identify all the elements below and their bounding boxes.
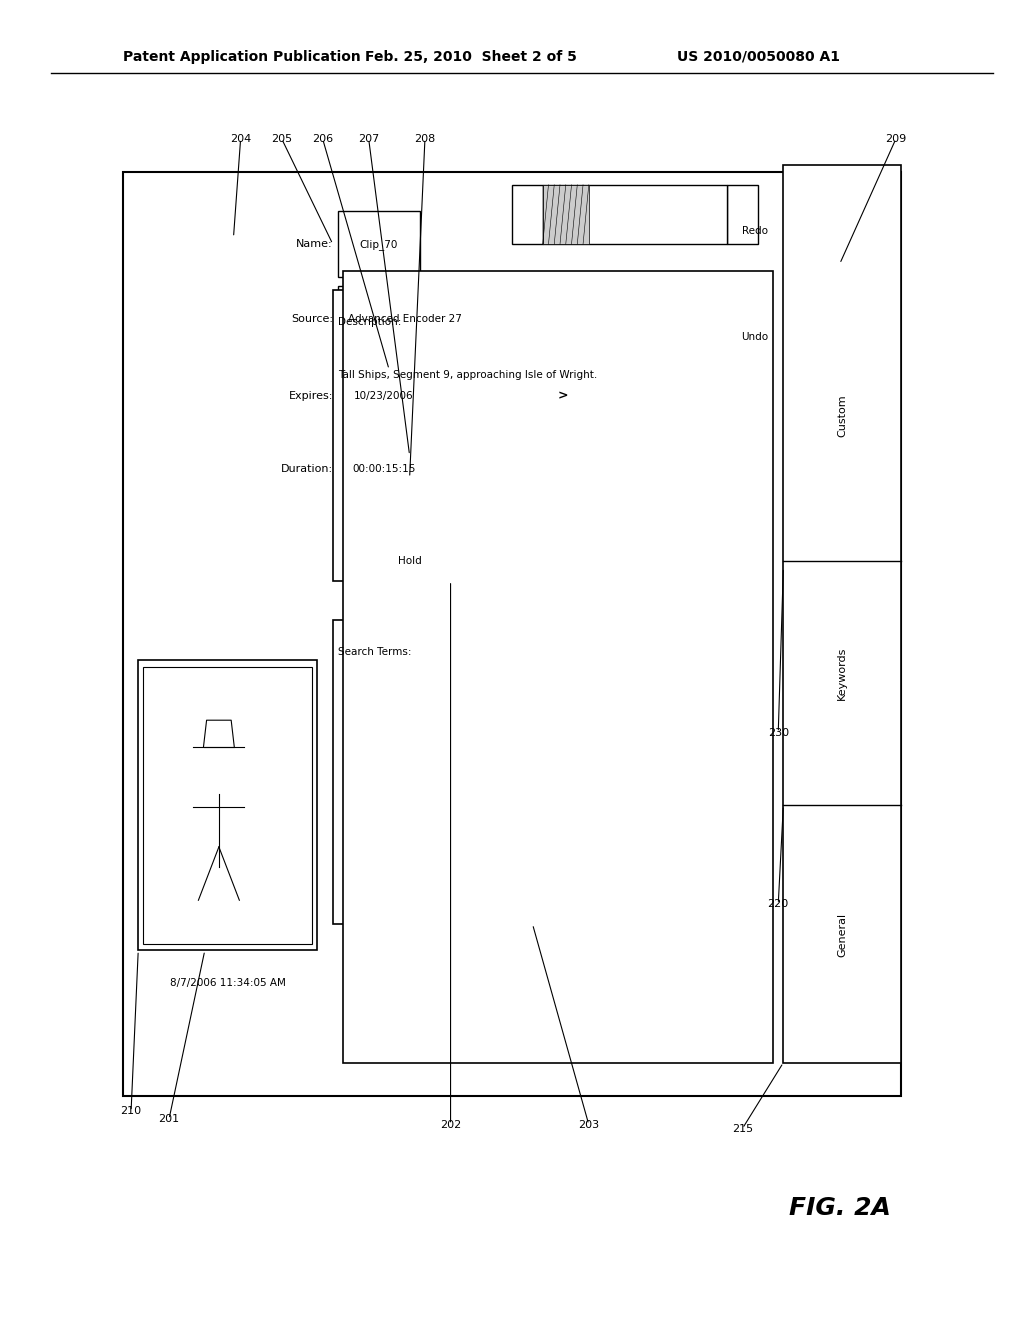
Bar: [338, 436, 430, 502]
Bar: [138, 660, 317, 950]
Text: 10/23/2006: 10/23/2006: [354, 391, 414, 401]
Bar: [543, 185, 589, 244]
Bar: [543, 185, 727, 244]
Text: Keywords: Keywords: [838, 647, 847, 700]
Text: General: General: [838, 912, 847, 957]
Text: 8/7/2006 11:34:05 AM: 8/7/2006 11:34:05 AM: [170, 978, 286, 989]
Bar: [338, 436, 430, 502]
Bar: [338, 286, 471, 352]
Text: 206: 206: [312, 133, 333, 144]
Text: US 2010/0050080 A1: US 2010/0050080 A1: [677, 50, 840, 63]
Bar: [512, 185, 543, 244]
Text: >: >: [558, 389, 568, 403]
Text: Clip_70: Clip_70: [359, 239, 398, 249]
Text: Redo: Redo: [742, 226, 768, 236]
Text: 208: 208: [415, 133, 435, 144]
Text: 209: 209: [886, 133, 906, 144]
Text: 230: 230: [768, 727, 788, 738]
Text: Expires:: Expires:: [289, 391, 333, 401]
Bar: [338, 211, 420, 277]
Text: 203: 203: [579, 1119, 599, 1130]
Text: Custom: Custom: [838, 395, 847, 437]
Text: 00:00:15:15: 00:00:15:15: [352, 463, 416, 474]
Bar: [123, 172, 901, 1096]
Bar: [338, 363, 430, 429]
Text: Hold: Hold: [397, 556, 422, 566]
Bar: [333, 620, 763, 924]
Text: 201: 201: [159, 1114, 179, 1125]
Text: Source:: Source:: [291, 314, 333, 325]
Text: 204: 204: [230, 133, 251, 144]
Text: FIG. 2A: FIG. 2A: [788, 1196, 891, 1220]
Bar: [143, 667, 312, 944]
Text: 205: 205: [271, 133, 292, 144]
Bar: [394, 488, 425, 528]
Text: Feb. 25, 2010  Sheet 2 of 5: Feb. 25, 2010 Sheet 2 of 5: [366, 50, 577, 63]
Text: Description:: Description:: [338, 317, 401, 327]
Text: Patent Application Publication: Patent Application Publication: [123, 50, 360, 63]
Text: Search Terms:: Search Terms:: [338, 647, 412, 657]
Text: Tall Ships, Segment 9, approaching Isle of Wright.: Tall Ships, Segment 9, approaching Isle …: [338, 370, 597, 380]
Text: Advanced Encoder 27: Advanced Encoder 27: [347, 314, 462, 325]
Text: Name:: Name:: [296, 239, 333, 249]
Text: 215: 215: [732, 1123, 753, 1134]
Bar: [343, 271, 773, 1063]
Bar: [333, 290, 763, 581]
Text: Duration:: Duration:: [281, 463, 333, 474]
Text: 210: 210: [121, 1106, 141, 1117]
Bar: [727, 185, 758, 244]
Text: Undo: Undo: [741, 331, 768, 342]
Text: 207: 207: [358, 133, 379, 144]
Bar: [548, 363, 579, 429]
Bar: [783, 165, 901, 1063]
Text: 220: 220: [768, 899, 788, 909]
Text: 202: 202: [440, 1119, 461, 1130]
